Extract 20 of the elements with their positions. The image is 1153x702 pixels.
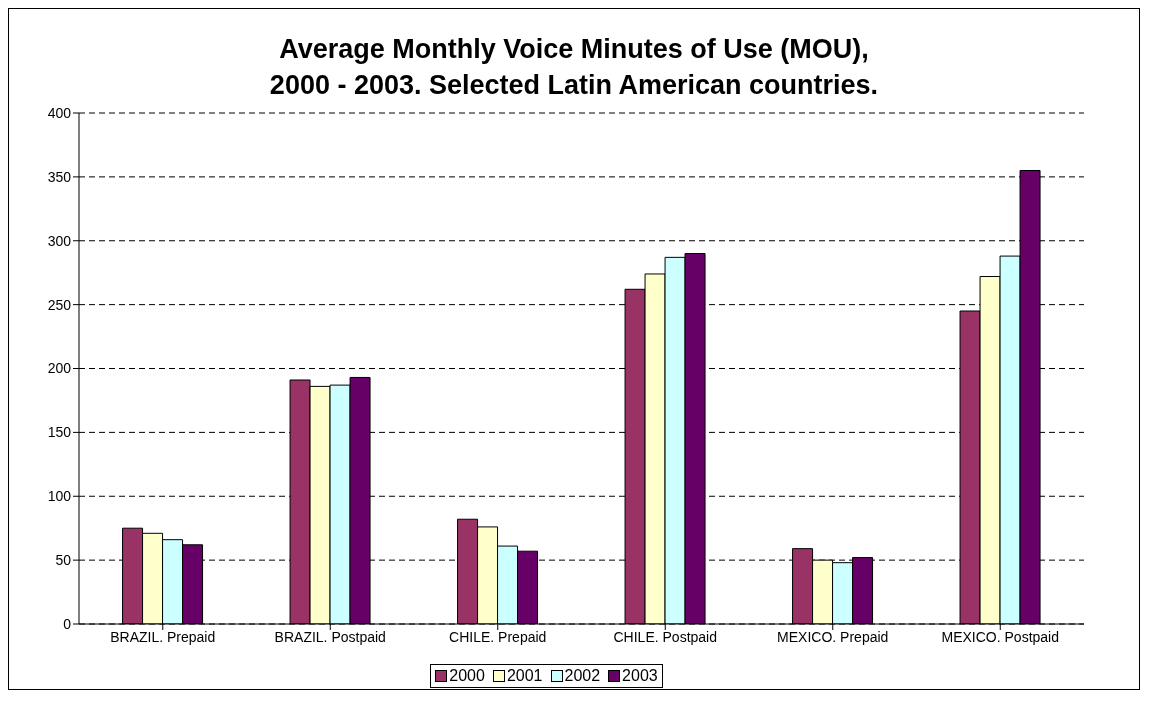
x-tick-label: MEXICO. Prepaid [777, 628, 889, 645]
legend-label: 2000 [448, 667, 485, 685]
x-tick-label: CHILE. Prepaid [449, 628, 547, 645]
x-tick-label: BRAZIL. Prepaid [110, 628, 216, 645]
legend-label: 2002 [563, 667, 601, 685]
y-tick-label: 200 [47, 360, 72, 377]
x-tick-label: MEXICO. Postpaid [941, 628, 1059, 645]
y-tick-label: 50 [55, 552, 72, 569]
chart-title: Average Monthly Voice Minutes of Use (MOU), 2000 - 2003. Selected Latin American countries. [268, 33, 880, 102]
y-tick-label: 350 [47, 168, 72, 185]
y-tick-label: 400 [47, 104, 72, 121]
legend-label: 2001 [505, 667, 543, 685]
y-tick-label: 150 [47, 424, 72, 441]
y-tick-label: 0 [63, 615, 72, 632]
legend-label: 2003 [621, 667, 658, 685]
y-tick-label: 100 [47, 488, 72, 505]
y-tick-label: 300 [47, 232, 72, 249]
x-tick-label: CHILE. Postpaid [613, 628, 717, 645]
x-tick-label: BRAZIL. Postpaid [274, 628, 386, 645]
y-tick-label: 250 [47, 296, 72, 313]
